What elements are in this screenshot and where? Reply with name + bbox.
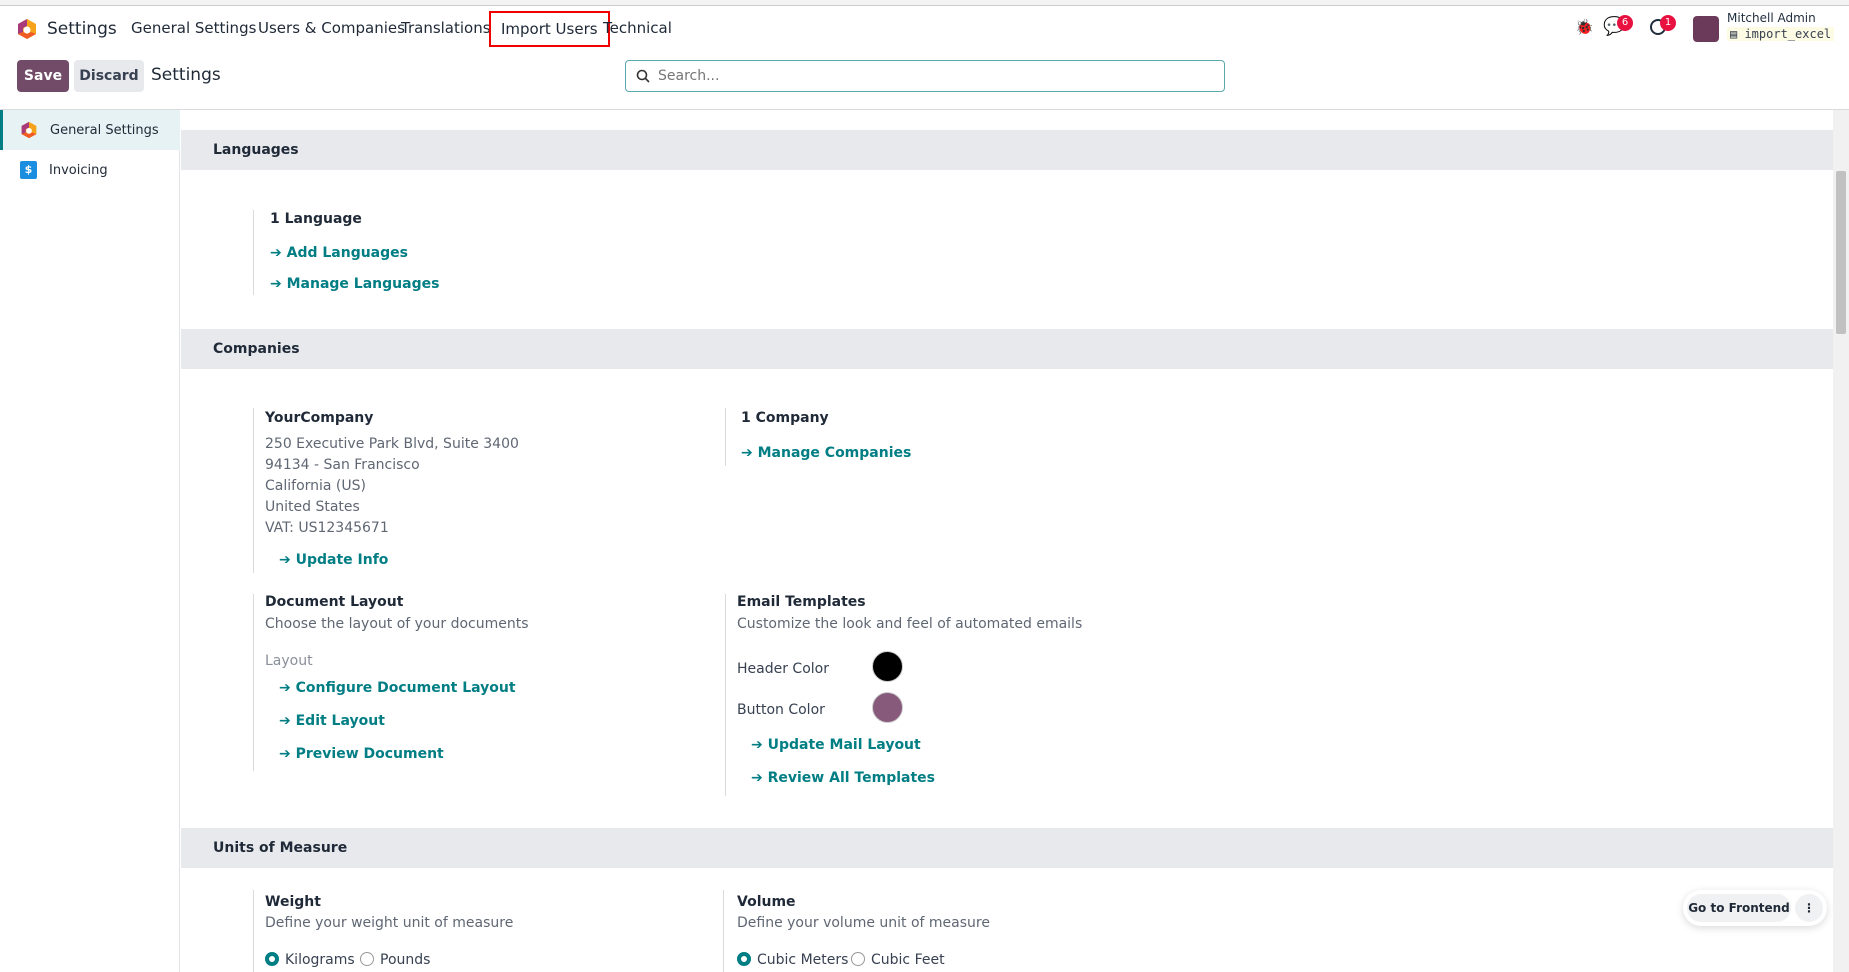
search-bar[interactable] [625,60,1225,92]
odoo-logo-icon[interactable] [16,18,38,44]
radio-label: Kilograms [285,952,355,968]
setting-divider [723,890,724,972]
radio-label: Pounds [380,952,431,968]
messages-badge: 6 [1617,15,1633,31]
user-name[interactable]: Mitchell Admin [1727,11,1816,25]
setting-divider [253,408,254,573]
nav-users-companies[interactable]: Users & Companies [258,19,405,37]
radio-cubic-meters[interactable]: Cubic Meters [737,952,848,968]
setting-divider [253,210,254,295]
breadcrumb-title: Settings [151,65,221,85]
layout-label: Layout [265,653,313,669]
email-templates-desc: Customize the look and feel of automated… [737,616,1083,632]
save-button[interactable]: Save [17,60,69,92]
document-layout-desc: Choose the layout of your documents [265,616,529,632]
nav-technical[interactable]: Technical [603,19,672,37]
link-label: Update Mail Layout [767,737,921,753]
sidebar-item-label: Invoicing [49,162,108,178]
radio-label: Cubic Feet [871,952,945,968]
scrollbar-thumb[interactable] [1836,171,1846,334]
section-languages-header: Languages [181,130,1833,170]
avatar[interactable] [1693,16,1719,42]
general-settings-icon [21,121,37,139]
company-vat: VAT: US12345671 [265,520,389,536]
sidebar-item-label: General Settings [50,122,159,138]
link-label: Manage Companies [757,445,912,461]
nav-general-settings[interactable]: General Settings [131,19,257,37]
sidebar-item-general-settings[interactable]: General Settings [0,110,180,150]
setting-divider [725,408,726,466]
header-color-picker[interactable] [872,651,903,682]
language-count: 1 Language [270,211,362,227]
radio-kilograms[interactable]: Kilograms [265,952,355,968]
radio-selected-icon [265,952,279,966]
frontend-pill: Go to Frontend ⋮ [1683,890,1827,926]
link-label: Preview Document [295,746,444,762]
update-info-link[interactable]: ➔ Update Info [279,552,389,568]
nav-import-users[interactable]: Import Users [489,11,610,47]
update-mail-layout-link[interactable]: ➔ Update Mail Layout [751,737,921,753]
search-icon [636,69,650,83]
nav-app-title[interactable]: Settings [47,19,117,39]
add-languages-link[interactable]: ➔ Add Languages [270,245,408,261]
go-to-frontend-button[interactable]: Go to Frontend [1687,894,1791,922]
database-label: import_excel [1744,27,1832,41]
button-color-label: Button Color [737,702,825,718]
company-address-line: California (US) [265,478,366,494]
company-count: 1 Company [741,410,829,426]
section-companies-header: Companies [181,329,1833,369]
radio-cubic-feet[interactable]: Cubic Feet [851,952,945,968]
link-label: Edit Layout [295,713,385,729]
link-label: Manage Languages [286,276,440,292]
discard-button[interactable]: Discard [74,60,144,92]
header-divider [0,109,1849,110]
setting-divider [253,890,254,972]
nav-translations[interactable]: Translations [401,19,491,37]
sidebar-item-invoicing[interactable]: $ Invoicing [0,150,180,190]
radio-icon [851,952,865,966]
link-label: Update Info [295,552,389,568]
company-name: YourCompany [265,410,374,426]
setting-divider [725,594,726,796]
debug-bug-icon[interactable]: 🐞 [1575,18,1594,36]
company-address-line: United States [265,499,360,515]
configure-document-layout-link[interactable]: ➔ Configure Document Layout [279,680,516,696]
section-units-header: Units of Measure [181,828,1833,868]
radio-pounds[interactable]: Pounds [360,952,430,968]
company-address-line: 94134 - San Francisco [265,457,420,473]
database-name: ▤ import_excel [1727,27,1835,41]
volume-desc: Define your volume unit of measure [737,915,990,931]
manage-languages-link[interactable]: ➔ Manage Languages [270,276,440,292]
weight-title: Weight [265,894,321,910]
more-options-icon[interactable]: ⋮ [1795,894,1823,922]
button-color-picker[interactable] [872,692,903,723]
review-all-templates-link[interactable]: ➔ Review All Templates [751,770,935,786]
radio-label: Cubic Meters [757,952,849,968]
company-address-line: 250 Executive Park Blvd, Suite 3400 [265,436,519,452]
link-label: Review All Templates [767,770,935,786]
search-input[interactable] [658,68,1224,84]
window-top [0,0,1849,6]
radio-icon [360,952,374,966]
activities-badge: 1 [1660,15,1676,31]
manage-companies-link[interactable]: ➔ Manage Companies [741,445,912,461]
header-color-label: Header Color [737,661,829,677]
edit-layout-link[interactable]: ➔ Edit Layout [279,713,385,729]
setting-divider [253,594,254,771]
link-label: Configure Document Layout [295,680,516,696]
invoicing-icon: $ [20,161,37,179]
link-label: Add Languages [286,245,408,261]
radio-selected-icon [737,952,751,966]
email-templates-title: Email Templates [737,594,866,610]
weight-desc: Define your weight unit of measure [265,915,514,931]
volume-title: Volume [737,894,796,910]
preview-document-link[interactable]: ➔ Preview Document [279,746,444,762]
settings-sidebar: General Settings $ Invoicing [0,110,180,972]
document-layout-title: Document Layout [265,594,404,610]
